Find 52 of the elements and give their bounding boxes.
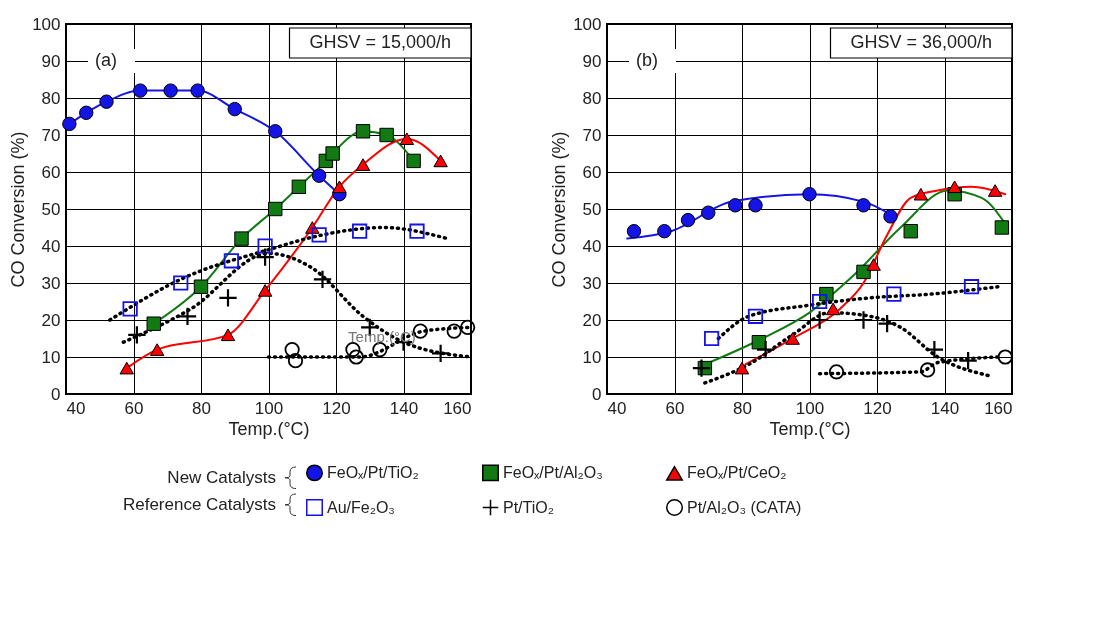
x-tick-label: 100 xyxy=(254,398,284,418)
text: Temp.(°C) xyxy=(228,418,310,439)
legend-label: FeOₓ/Pt/TiO₂ xyxy=(327,463,419,481)
y-tick-label: 100 xyxy=(32,14,61,34)
y-tick-label: 60 xyxy=(582,162,602,182)
x-tick-label: 140 xyxy=(930,398,960,418)
y-tick-label: 60 xyxy=(41,162,61,182)
legend-label: FeOₓ/Pt/CeO₂ xyxy=(687,464,787,482)
x-tick-label: 40 xyxy=(607,398,627,418)
annotation: (b) xyxy=(636,50,658,70)
y-tick-label: 30 xyxy=(582,273,602,293)
annotation: GHSV = 15,000/h xyxy=(309,32,452,52)
annotation: GHSV = 36,000/h xyxy=(850,32,993,52)
y-axis-title: CO Conversion (%) xyxy=(549,131,570,288)
y-tick-label: 0 xyxy=(592,384,602,404)
x-tick-label: 120 xyxy=(863,398,892,418)
legend-label: Pt/TiO₂ xyxy=(503,498,554,516)
y-tick-label: 0 xyxy=(51,384,61,404)
legend-label: Au/Fe₂O₃ xyxy=(327,498,395,516)
x-tick-label: 60 xyxy=(665,398,685,418)
y-tick-label: 80 xyxy=(582,88,602,108)
annotation: (a) xyxy=(95,50,117,70)
x-tick-label: 140 xyxy=(389,398,419,418)
legend-label: Pt/Al₂O₃ (CATA) xyxy=(687,498,802,516)
y-tick-label: 10 xyxy=(582,347,602,367)
text: Reference Catalysts xyxy=(122,495,276,516)
x-tick-label: 80 xyxy=(733,398,752,418)
x-tick-label: 120 xyxy=(322,398,351,418)
text: New Catalysts xyxy=(167,467,276,488)
y-tick-label: 40 xyxy=(582,236,602,256)
y-tick-label: 20 xyxy=(582,310,602,330)
x-tick-label: 160 xyxy=(984,398,1013,418)
y-tick-label: 100 xyxy=(573,14,602,34)
y-tick-label: 90 xyxy=(41,51,61,71)
y-axis-title: CO Conversion (%) xyxy=(8,131,29,288)
x-axis-title: Temp.(°C) xyxy=(769,418,851,439)
x-tick-label: 60 xyxy=(124,398,144,418)
y-tick-label: 50 xyxy=(582,199,602,219)
y-tick-label: 10 xyxy=(41,347,61,367)
y-tick-label: 30 xyxy=(41,273,61,293)
x-tick-label: 80 xyxy=(192,398,211,418)
x-tick-label: 160 xyxy=(443,398,472,418)
y-tick-label: 50 xyxy=(41,199,61,219)
y-tick-label: 70 xyxy=(41,125,61,145)
y-tick-label: 70 xyxy=(582,125,602,145)
y-tick-label: 20 xyxy=(41,310,61,330)
y-tick-label: 80 xyxy=(41,88,61,108)
legend-label: FeOₓ/Pt/Al₂O₃ xyxy=(503,463,603,481)
x-tick-label: 100 xyxy=(795,398,825,418)
x-tick-label: 40 xyxy=(66,398,86,418)
y-tick-label: 90 xyxy=(582,51,602,71)
y-tick-label: 40 xyxy=(41,236,61,256)
